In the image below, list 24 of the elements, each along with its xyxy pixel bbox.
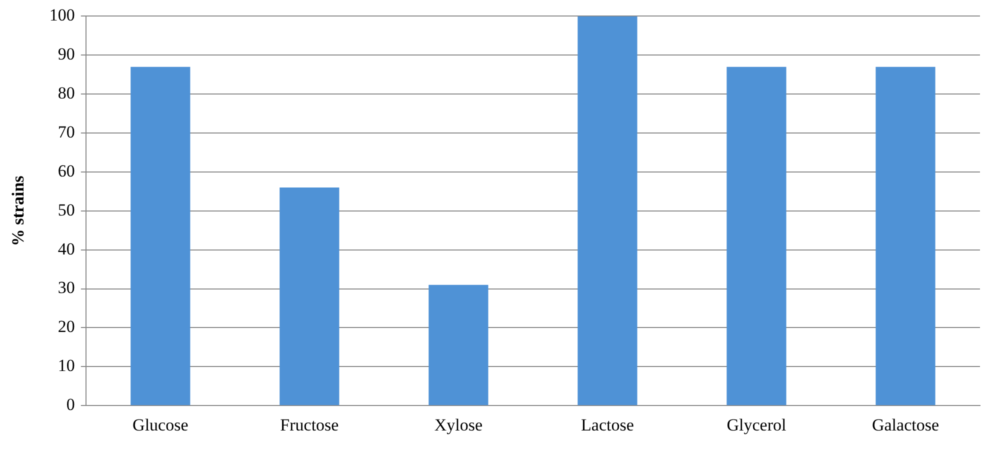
y-tick-label: 30 <box>58 278 75 298</box>
bar <box>876 66 936 406</box>
y-tick-label: 60 <box>58 161 75 180</box>
bar <box>578 16 638 406</box>
x-tick-label: Xylose <box>434 415 483 434</box>
x-tick-label: Glucose <box>132 415 188 434</box>
y-tick-label: 0 <box>66 395 75 414</box>
y-tick-label: 50 <box>58 200 75 220</box>
bar <box>428 284 488 406</box>
y-tick-label: 100 <box>49 6 75 25</box>
bar <box>280 188 340 406</box>
x-tick-label: Lactose <box>581 415 634 434</box>
bar <box>130 66 190 406</box>
x-tick-label: Galactose <box>872 415 940 434</box>
y-tick-label: 10 <box>58 356 75 376</box>
bar <box>726 66 786 406</box>
y-tick-label: 90 <box>58 44 75 64</box>
y-tick-label: 80 <box>58 84 75 103</box>
y-axis-title: % strains <box>8 175 28 246</box>
y-tick-label: 70 <box>58 122 75 142</box>
x-tick-label: Glycerol <box>726 415 786 434</box>
y-tick-label: 40 <box>58 239 75 258</box>
y-tick-label: 20 <box>58 317 75 336</box>
x-tick-label: Fructose <box>280 415 339 434</box>
